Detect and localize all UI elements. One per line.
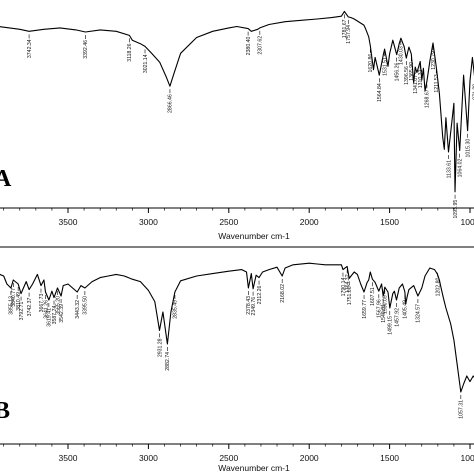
x-tick-label-a: 3500 xyxy=(59,217,78,227)
x-tick-label-b: 1000 xyxy=(461,453,474,463)
peak-label-b: 1324.57 xyxy=(416,304,422,323)
peak-label-b: 3667.73 xyxy=(39,293,45,312)
peak-label-b: 3619.41 xyxy=(47,308,53,327)
x-tick-label-a: 3000 xyxy=(139,217,158,227)
panel-a: A 3742.34 3392.46 3118.26 3021.14 2866.46 238… xyxy=(0,10,474,241)
peak-label-b: 3742.37 xyxy=(27,297,33,316)
peak-label-b: 2349.76 xyxy=(251,297,257,316)
peak-label-b: 1607.51 xyxy=(370,287,376,306)
peak-label-b: 1499.15 xyxy=(388,316,394,335)
peak-label-a: 2307.62 xyxy=(258,36,264,55)
peak-label-a: 1093.95 xyxy=(453,200,459,219)
peak-label-b: 3565.20 xyxy=(55,296,61,315)
x-tick-label-b: 2500 xyxy=(219,453,238,463)
x-tick-label-a: 2000 xyxy=(300,217,319,227)
x-ticks-a: 3500 3000 2500 2000 1500 1000 xyxy=(3,208,474,227)
peak-label-a: 1564.84 xyxy=(377,83,383,102)
peak-label-b: 3443.32 xyxy=(75,300,81,319)
x-tick-label-a: 1000 xyxy=(461,217,474,227)
peak-label-a: 2866.46 xyxy=(168,94,174,113)
peak-label-b: 2168.02 xyxy=(280,284,286,303)
x-tick-label-b: 3500 xyxy=(59,453,78,463)
peak-label-b: 1057.31 xyxy=(459,400,465,419)
peak-label-a: 1456.26 xyxy=(394,63,400,82)
peak-label-b: 2312.26 xyxy=(257,285,263,304)
x-tick-label-b: 3000 xyxy=(139,453,158,463)
x-tick-label-b: 1500 xyxy=(380,453,399,463)
peak-label-b: 3641.26 xyxy=(43,300,49,319)
peak-label-b: 1540.81 xyxy=(381,304,387,323)
peak-label-b: 3855.13 xyxy=(9,296,15,315)
peak-label-a: 1064.02 xyxy=(458,159,464,178)
peak-label-a: 1365.90 xyxy=(409,62,415,81)
peak-label-a: 1310.32 xyxy=(418,69,424,88)
peak-label-b: 1405.49 xyxy=(403,300,409,319)
peak-label-b: 1790.14 xyxy=(341,277,347,296)
peak-label-a: 971.89 xyxy=(472,84,474,100)
peak-label-b: 3810.49 xyxy=(16,292,22,311)
peak-label-b: 2882.74 xyxy=(165,352,171,371)
plot-area-a: 3742.34 3392.46 3118.26 3021.14 2866.46 2380.… xyxy=(0,10,474,219)
peak-label-b: 2378.43 xyxy=(246,296,252,315)
spectrum-line-a xyxy=(0,10,474,193)
peak-label-b: 3840.77 xyxy=(11,288,17,307)
peak-label-a: 3742.34 xyxy=(27,39,33,58)
peak-label-a: 3392.46 xyxy=(83,40,89,59)
peak-label-b: 1751.66 xyxy=(347,286,353,305)
peak-label-a: 1531.51 xyxy=(382,57,388,76)
peak-label-b: 3587.74 xyxy=(52,305,58,324)
peak-label-b: 1530.09 xyxy=(383,295,389,314)
peak-label-b: 1764.32 xyxy=(345,274,351,293)
peak-label-a: 1211.53 xyxy=(434,74,440,92)
peak-label-a: 1430.03 xyxy=(399,46,405,65)
spectrum-line-b xyxy=(0,262,474,393)
x-ticks-b: 3500 3000 2500 2000 1500 1000 xyxy=(3,444,474,463)
peak-label-a: 1757.94 xyxy=(346,25,352,44)
peak-label-b: 1659.77 xyxy=(362,300,368,319)
peak-label-a: 1133.61 xyxy=(446,160,452,178)
peak-label-b: 3792.71 xyxy=(19,301,25,320)
peak-label-a: 1341.07 xyxy=(413,75,419,94)
panel-letter-b: B xyxy=(0,398,10,424)
peak-label-b: 1457.92 xyxy=(394,308,400,327)
panel-letter-a: A xyxy=(0,166,12,192)
peak-label-b: 3542.39 xyxy=(59,304,65,323)
peak-label-a: 1268.67 xyxy=(425,89,431,108)
peak-label-a: 3118.26 xyxy=(127,43,133,61)
peak-label-a: 2380.40 xyxy=(246,36,252,55)
peak-label-a: 1230.79 xyxy=(431,51,437,70)
peak-label-b: 2835.49 xyxy=(173,300,179,319)
peak-label-b: 2931.28 xyxy=(157,338,163,357)
x-axis-title-b: Wavenumber cm-1 xyxy=(218,463,290,473)
peak-label-a: 1015.30 xyxy=(465,139,471,158)
peak-label-a: 1620.86 xyxy=(368,54,374,73)
peak-label-a: 1781.67 xyxy=(342,19,348,38)
peak-label-a: 1396.56 xyxy=(404,66,410,85)
x-tick-label-b: 2000 xyxy=(300,453,319,463)
peak-label-b: 1202.80 xyxy=(435,277,441,296)
peak-label-b: 1567.96 xyxy=(377,299,383,318)
peak-label-b: 3395.50 xyxy=(83,296,89,315)
peak-label-a: 3021.14 xyxy=(143,54,149,73)
x-tick-label-a: 1500 xyxy=(380,217,399,227)
x-tick-label-a: 2500 xyxy=(219,217,238,227)
x-axis-title-a: Wavenumber cm-1 xyxy=(218,231,290,241)
